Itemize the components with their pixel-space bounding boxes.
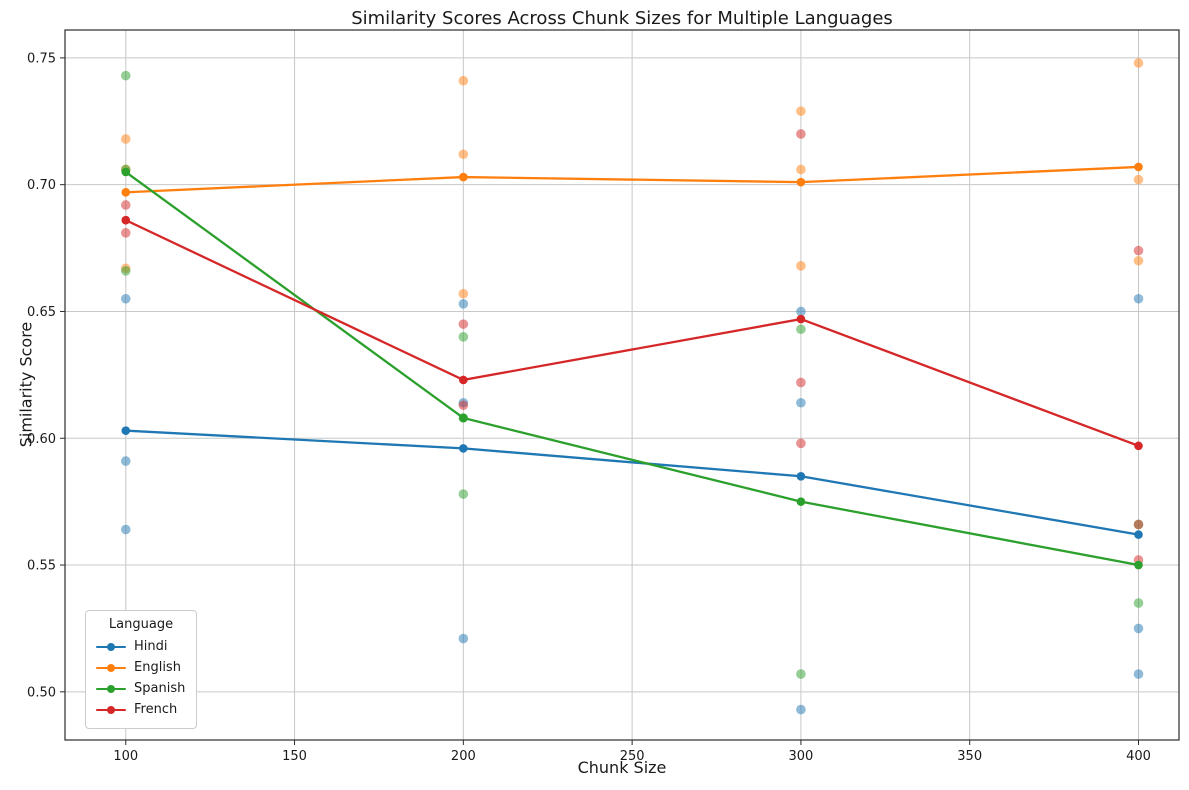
spanish-line-marker-icon bbox=[96, 684, 126, 694]
legend-label: French bbox=[134, 702, 178, 717]
line-english bbox=[121, 162, 1143, 197]
x-tick-label: 150 bbox=[282, 749, 307, 764]
x-tick-label: 250 bbox=[620, 749, 645, 764]
x-tick-label: 350 bbox=[957, 749, 982, 764]
y-tick-label: 0.60 bbox=[27, 432, 56, 447]
line-hindi bbox=[121, 426, 1143, 539]
legend-item-spanish: Spanish bbox=[96, 678, 186, 699]
x-axis-label: Chunk Size bbox=[577, 758, 667, 777]
y-tick-label: 0.50 bbox=[27, 685, 56, 700]
x-tick-label: 300 bbox=[789, 749, 814, 764]
gridlines bbox=[65, 30, 1179, 740]
scatter-french bbox=[120, 129, 1144, 565]
legend-item-french: French bbox=[96, 699, 186, 720]
x-tick-label: 200 bbox=[451, 749, 476, 764]
legend-label: English bbox=[134, 660, 181, 675]
line-spanish bbox=[121, 167, 1143, 570]
legend-item-hindi: Hindi bbox=[96, 636, 186, 657]
french-line-marker-icon bbox=[96, 705, 126, 715]
line-french bbox=[121, 215, 1143, 451]
hindi-line-marker-icon bbox=[96, 642, 126, 652]
english-line-marker-icon bbox=[96, 663, 126, 673]
legend-label: Hindi bbox=[134, 639, 168, 654]
legend: Language Hindi English Spanish French bbox=[85, 610, 197, 729]
x-tick-label: 400 bbox=[1126, 749, 1151, 764]
axis-tick-labels: 100 150 200 250 300 350 400 0.50 0.55 0.60 0.65 0.7… bbox=[27, 51, 1151, 764]
y-tick-label: 0.75 bbox=[27, 51, 56, 66]
x-tick-label: 100 bbox=[113, 749, 138, 764]
axis-ticks bbox=[60, 57, 1139, 745]
chart-title: Similarity Scores Across Chunk Sizes for… bbox=[351, 8, 893, 29]
legend-label: Spanish bbox=[134, 681, 186, 696]
y-tick-label: 0.55 bbox=[27, 559, 56, 574]
legend-item-english: English bbox=[96, 657, 186, 678]
plot-border bbox=[64, 29, 1180, 741]
y-tick-label: 0.65 bbox=[27, 305, 56, 320]
scatter-hindi bbox=[120, 293, 1144, 715]
y-tick-label: 0.70 bbox=[27, 178, 56, 193]
y-axis-label: Similarity Score bbox=[16, 321, 36, 448]
legend-title: Language bbox=[108, 617, 174, 632]
